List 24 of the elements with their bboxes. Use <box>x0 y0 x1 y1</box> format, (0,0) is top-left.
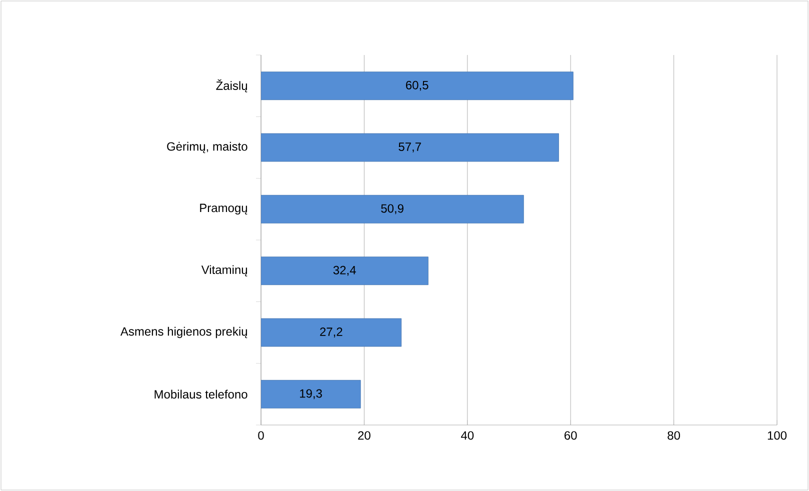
bar <box>261 194 524 224</box>
y-tick-label: Mobilaus telefono <box>154 390 248 399</box>
data-label: 19,3 <box>300 389 322 400</box>
data-label: 50,9 <box>381 204 404 214</box>
y-tick-label: Pramogų <box>200 204 248 215</box>
bar <box>261 256 428 286</box>
data-label: 32,4 <box>333 266 356 276</box>
x-tick-label: 0 <box>258 431 264 440</box>
y-tick-label: Žaislų <box>216 79 248 92</box>
bar <box>261 72 574 100</box>
y-tick-label: Asmens higienos prekių <box>120 326 248 338</box>
x-tick-label: 100 <box>768 431 787 440</box>
x-tick-label: 60 <box>564 431 577 440</box>
bar <box>261 380 361 408</box>
y-tick-label: Vitaminų <box>201 265 248 276</box>
bar <box>261 318 402 347</box>
x-tick-label: 80 <box>668 431 680 440</box>
bar <box>261 133 559 162</box>
y-tick-label: Gėrimų, maisto <box>167 142 248 154</box>
x-tick-label: 40 <box>461 431 474 440</box>
x-tick-label: 20 <box>358 431 370 440</box>
data-label: 57,7 <box>398 142 421 152</box>
data-label: 27,2 <box>320 328 342 338</box>
data-label: 60,5 <box>406 80 428 91</box>
